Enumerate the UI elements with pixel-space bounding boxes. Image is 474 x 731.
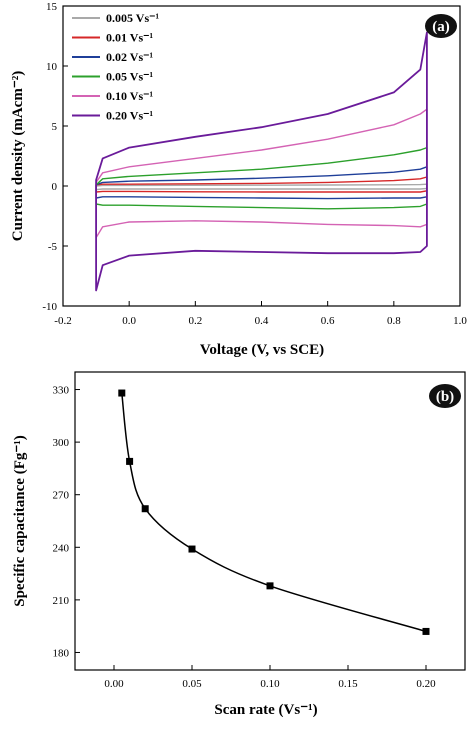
panel-b-ticks: 0.00 0.05 0.10 0.15 0.20 180 210 240 270 300 330 bbox=[53, 385, 437, 690]
panel-b-x-tick-label: 0.10 bbox=[260, 678, 280, 690]
panel-a-y-tick-label: 0 bbox=[52, 181, 58, 193]
panel-b-badge-text: (b) bbox=[436, 389, 454, 405]
panel-b-y-axis-title: Specific capacitance (Fg⁻¹) bbox=[12, 435, 28, 607]
capacitance-point-4 bbox=[188, 545, 196, 553]
legend-label-2: 0.01 Vs⁻¹ bbox=[106, 31, 153, 45]
cv-loop-6 bbox=[95, 31, 428, 292]
panel-a-series bbox=[95, 31, 428, 292]
panel-a-x-axis-title: Voltage (V, vs SCE) bbox=[200, 342, 324, 358]
panel-b-label-badge: (b) bbox=[429, 384, 461, 408]
panel-a-y-tick-label: 5 bbox=[52, 121, 58, 133]
panel-b-x-tick-label: 0.00 bbox=[104, 678, 124, 690]
legend-label-6: 0.20 Vs⁻¹ bbox=[106, 109, 153, 123]
panel-a-ticks: -0.2 0.0 0.2 0.4 0.6 0.8 1.0 -10 -5 0 5 10 15 bbox=[42, 1, 467, 327]
legend-label-3: 0.02 Vs⁻¹ bbox=[106, 50, 153, 64]
panel-b-y-tick-label: 210 bbox=[53, 595, 70, 607]
panel-a-badge-shape bbox=[425, 14, 457, 38]
panel-a-x-tick-label: 0.0 bbox=[122, 315, 136, 327]
panel-b-x-axis-title: Scan rate (Vs⁻¹) bbox=[214, 702, 317, 718]
panel-b-series bbox=[118, 389, 430, 635]
legend-label-5: 0.10 Vs⁻¹ bbox=[106, 89, 153, 103]
panel-b-x-tick-label: 0.05 bbox=[182, 678, 202, 690]
panel-b-badge-shape bbox=[429, 384, 461, 408]
capacitance-curve bbox=[121, 392, 427, 633]
panel-b-y-tick-label: 180 bbox=[53, 647, 70, 659]
panel-a-y-tick-label: -10 bbox=[42, 301, 57, 313]
capacitance-point-1 bbox=[118, 389, 126, 397]
capacitance-point-2 bbox=[126, 457, 134, 465]
panel-b-x-tick-label: 0.15 bbox=[338, 678, 358, 690]
legend-label-1: 0.005 Vs⁻¹ bbox=[106, 11, 159, 25]
panel-a-x-tick-label: 0.8 bbox=[387, 315, 401, 327]
panel-b-specific-capacitance: 0.00 0.05 0.10 0.15 0.20 180 210 240 270 300 330 (… bbox=[12, 371, 466, 718]
capacitance-point-6 bbox=[422, 627, 430, 635]
panel-a-y-tick-label: 10 bbox=[46, 61, 58, 73]
panel-a-badge-text: (a) bbox=[432, 19, 450, 35]
panel-a-y-tick-label: 15 bbox=[46, 1, 58, 13]
panel-a-x-tick-label: 0.2 bbox=[188, 315, 202, 327]
capacitance-point-5 bbox=[266, 582, 274, 590]
panel-a-legend: 0.005 Vs⁻¹ 0.01 Vs⁻¹ 0.02 Vs⁻¹ 0.05 Vs⁻¹ 0.1… bbox=[72, 11, 159, 123]
cv-loop-1 bbox=[95, 183, 428, 191]
panel-a-y-axis-title: Current density (mAcm⁻²) bbox=[10, 71, 26, 241]
panel-b-y-tick-label: 270 bbox=[53, 490, 70, 502]
panel-b-x-tick-label: 0.20 bbox=[416, 678, 436, 690]
panel-a-x-tick-label: 0.6 bbox=[321, 315, 335, 327]
panel-a-x-tick-label: 0.4 bbox=[255, 315, 269, 327]
panel-b-y-tick-label: 300 bbox=[53, 437, 70, 449]
panel-a-y-tick-label: -5 bbox=[48, 241, 58, 253]
panel-a-label-badge: (a) bbox=[425, 14, 457, 38]
panel-a-x-tick-label: 1.0 bbox=[453, 315, 467, 327]
capacitance-point-3 bbox=[141, 505, 149, 513]
panel-a-cyclic-voltammetry: -0.2 0.0 0.2 0.4 0.6 0.8 1.0 -10 -5 0 5 10 15 0.005 … bbox=[10, 1, 467, 358]
panel-a-x-tick-label: -0.2 bbox=[54, 315, 71, 327]
panel-b-y-tick-label: 240 bbox=[53, 542, 70, 554]
panel-b-y-tick-label: 330 bbox=[53, 385, 70, 397]
legend-label-4: 0.05 Vs⁻¹ bbox=[106, 70, 153, 84]
